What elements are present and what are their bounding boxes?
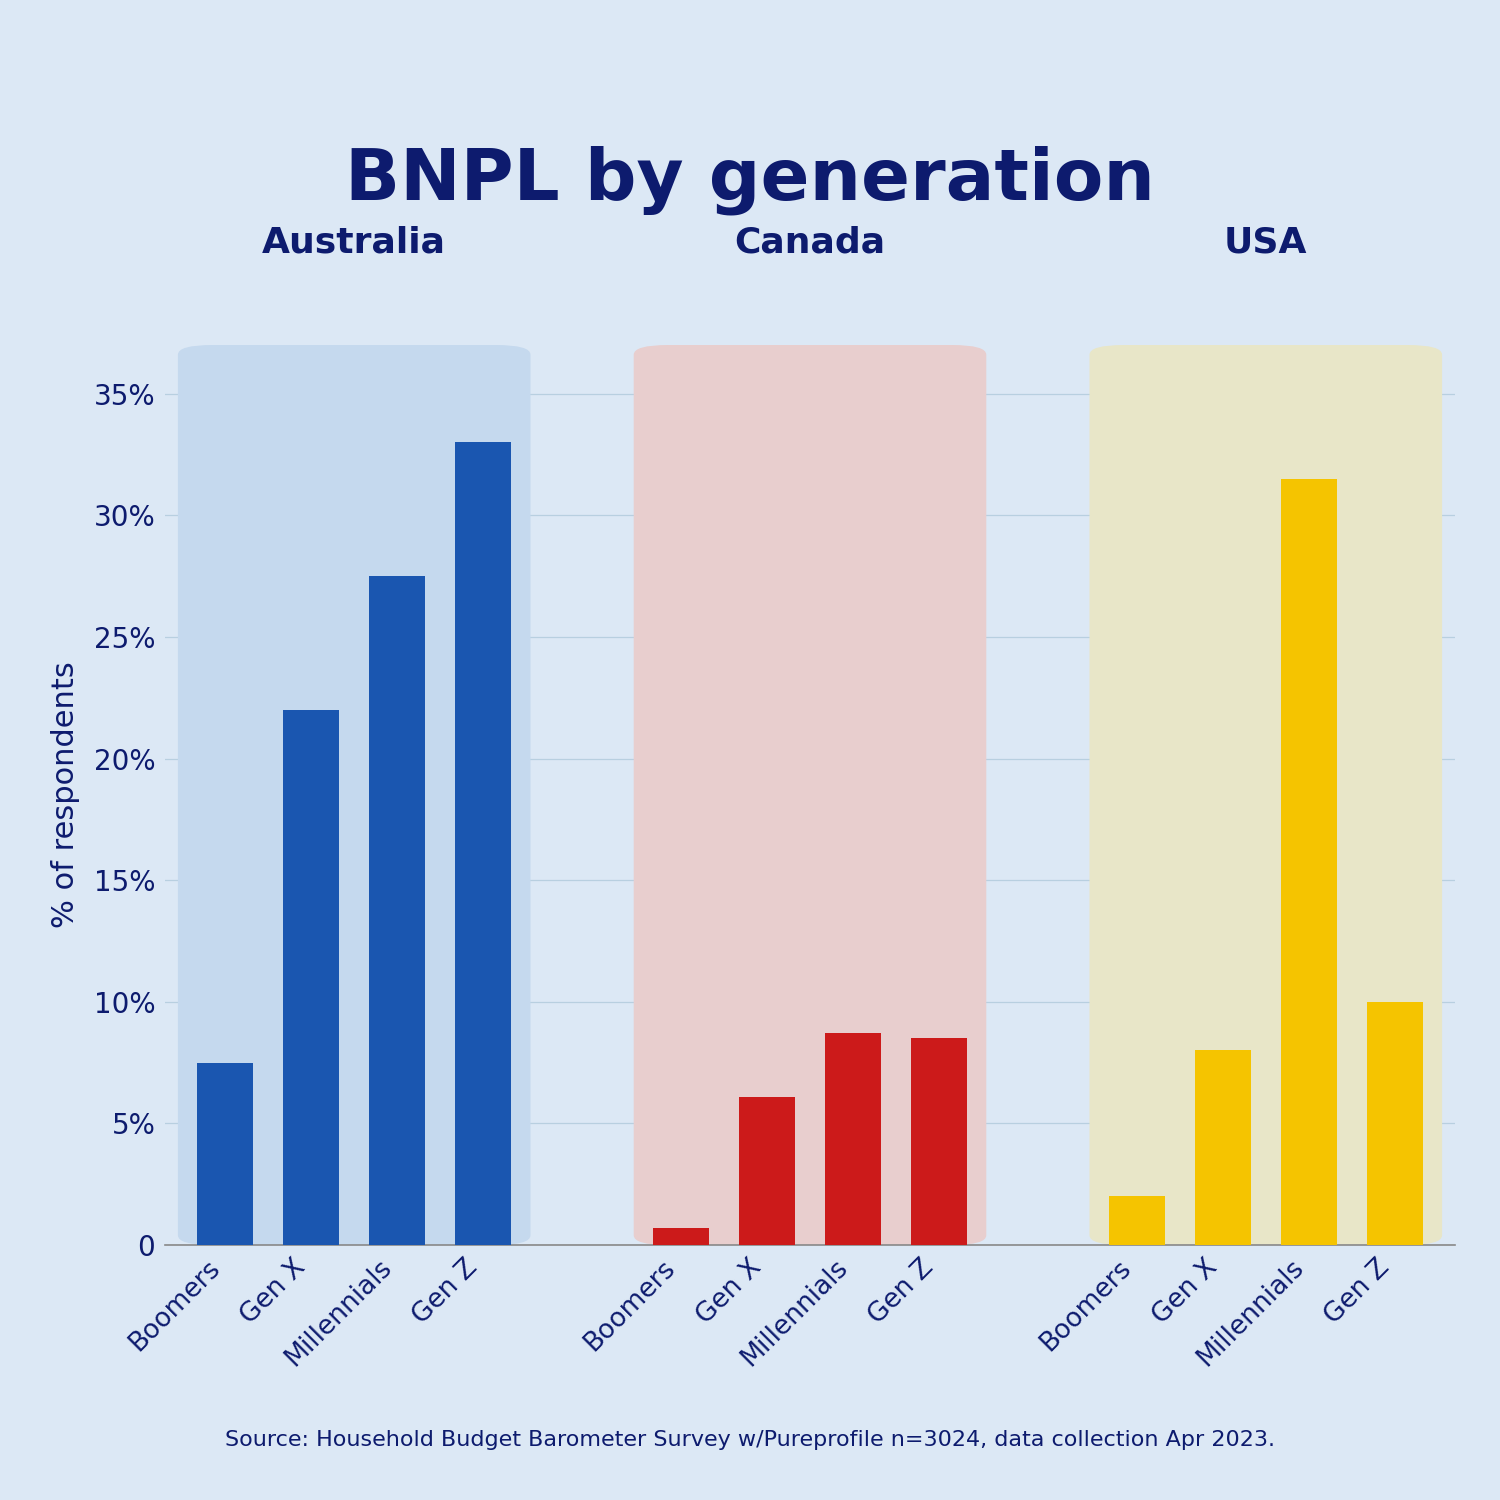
Bar xyxy=(652,1228,710,1245)
Bar xyxy=(198,1062,254,1245)
Bar xyxy=(910,1038,968,1245)
Text: Source: Household Budget Barometer Survey w/Pureprofile n=3024, data collection : Source: Household Budget Barometer Surve… xyxy=(225,1430,1275,1450)
FancyBboxPatch shape xyxy=(1089,345,1442,1245)
Bar xyxy=(1366,1002,1424,1245)
Bar xyxy=(825,1034,880,1245)
Bar xyxy=(369,576,424,1245)
FancyBboxPatch shape xyxy=(633,345,987,1245)
Text: Canada: Canada xyxy=(735,226,885,260)
Bar xyxy=(740,1096,795,1245)
Bar xyxy=(1108,1197,1166,1245)
FancyBboxPatch shape xyxy=(178,345,531,1245)
Text: USA: USA xyxy=(1224,226,1308,260)
Bar xyxy=(1281,478,1336,1245)
Bar xyxy=(456,442,512,1245)
Y-axis label: % of respondents: % of respondents xyxy=(51,662,80,928)
Text: BNPL by generation: BNPL by generation xyxy=(345,146,1155,214)
Text: Australia: Australia xyxy=(262,226,446,260)
Bar xyxy=(1196,1050,1251,1245)
Bar xyxy=(284,710,339,1245)
